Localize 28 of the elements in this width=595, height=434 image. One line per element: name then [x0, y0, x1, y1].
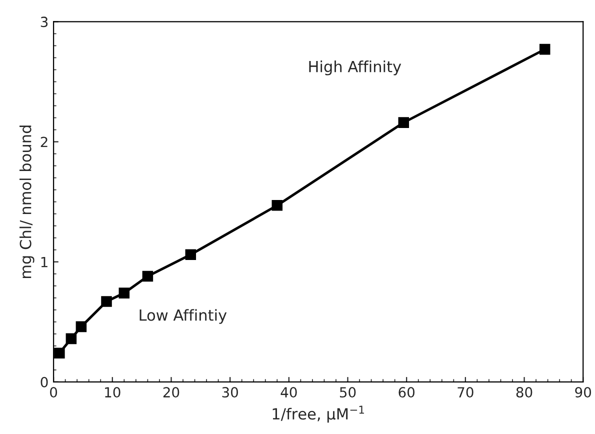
x-tick-label: 40: [280, 387, 297, 398]
x-tick-label: 80: [516, 387, 532, 398]
x-tick-label: 10: [105, 387, 120, 398]
point: [101, 296, 112, 307]
point: [539, 44, 550, 55]
y-axis-title: mg Chl/ nmol bound: [20, 126, 34, 278]
y-tick-label: 1: [41, 256, 48, 268]
annotation: High Affinity: [309, 60, 402, 76]
x-tick-label: 60: [398, 387, 414, 398]
x-tick-label: 90: [575, 387, 592, 398]
point: [54, 348, 65, 358]
x-tick-label: 20: [163, 387, 180, 398]
point: [142, 270, 154, 282]
x-axis-title: 1/free, μM$^{−1}$: [272, 406, 364, 423]
x-tick-label: 0: [50, 387, 58, 398]
point: [185, 249, 196, 260]
x-tick-label: 30: [222, 387, 238, 398]
y-tick-label: 0: [40, 376, 48, 388]
annotation: Low Affintiy: [140, 309, 227, 324]
y-tick-label: 2: [40, 136, 48, 148]
x-tick-label: 50: [340, 387, 356, 398]
point: [76, 321, 87, 332]
x-tick-label: 70: [458, 387, 474, 398]
point: [272, 200, 283, 211]
point: [66, 333, 77, 344]
y-tick-label: 3: [40, 16, 48, 28]
point: [118, 288, 130, 298]
point: [398, 117, 410, 128]
